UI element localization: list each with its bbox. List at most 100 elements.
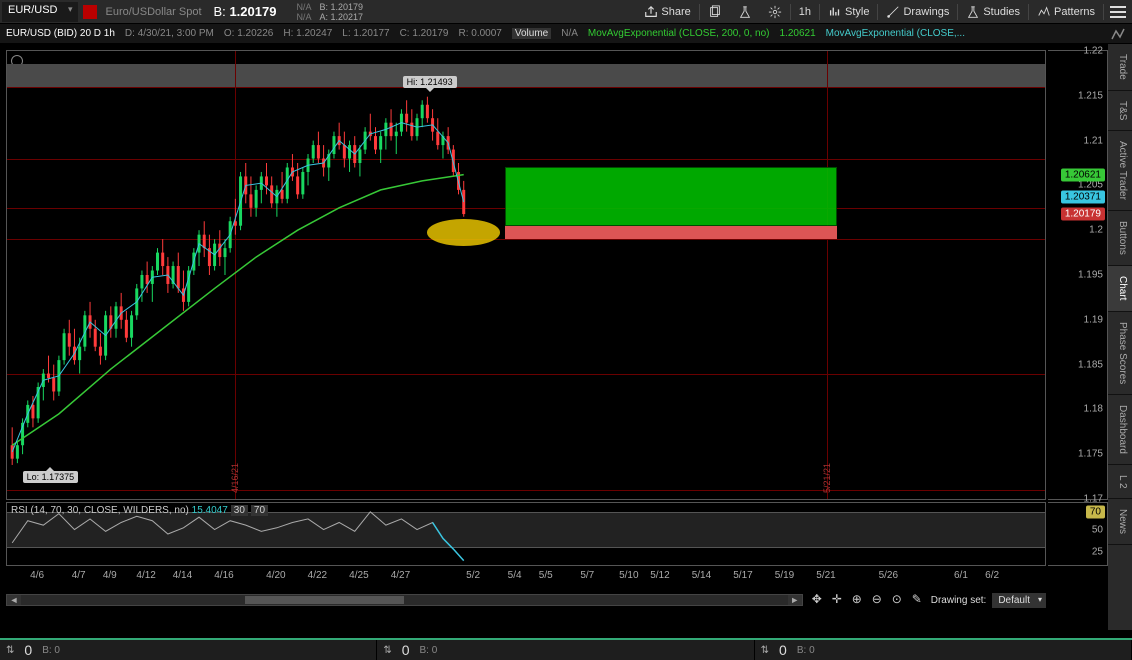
rsi-tick: 70 xyxy=(1086,505,1105,518)
y-tick: 1.175 xyxy=(1078,449,1103,460)
side-tabs: TradeT&SActive TraderButtonsChartPhase S… xyxy=(1108,44,1132,630)
share-button[interactable]: Share xyxy=(636,5,698,19)
side-tab-phase-scores[interactable]: Phase Scores xyxy=(1108,312,1132,395)
footer-panel-3: ⇅ 0 B: 0 xyxy=(755,640,1132,660)
info-date: D: 4/30/21, 3:00 PM xyxy=(125,28,214,39)
side-tab-active-trader[interactable]: Active Trader xyxy=(1108,131,1132,211)
drawings-button[interactable]: Drawings xyxy=(878,5,957,19)
side-tab-dashboard[interactable]: Dashboard xyxy=(1108,395,1132,465)
symbol-description: Euro/USDollar Spot xyxy=(106,6,202,18)
info-open: O: 1.20226 xyxy=(224,28,273,39)
clipboard-icon[interactable] xyxy=(700,5,730,19)
low-label: Lo: 1.17375 xyxy=(23,471,79,483)
rsi-panel[interactable]: RSI (14, 70, 30, CLOSE, WILDERS, no) 15.… xyxy=(6,502,1046,566)
x-tick: 4/12 xyxy=(136,570,155,581)
side-tab-chart[interactable]: Chart xyxy=(1108,266,1132,311)
info-close: C: 1.20179 xyxy=(400,28,449,39)
pan-icon[interactable]: ✥ xyxy=(809,592,825,608)
na-2: N/A xyxy=(296,12,311,22)
x-tick: 5/4 xyxy=(508,570,522,581)
y-tick: 1.205 xyxy=(1078,180,1103,191)
side-tab-news[interactable]: News xyxy=(1108,499,1132,545)
studies-button[interactable]: Studies xyxy=(958,5,1028,19)
side-tab-t&s[interactable]: T&S xyxy=(1108,91,1132,131)
side-tab-trade[interactable]: Trade xyxy=(1108,44,1132,91)
x-tick: 4/7 xyxy=(72,570,86,581)
side-tab-buttons[interactable]: Buttons xyxy=(1108,211,1132,266)
price-label: 1.20621 xyxy=(1061,168,1105,181)
y-tick: 1.22 xyxy=(1084,46,1103,57)
rsi-tick: 25 xyxy=(1092,546,1103,557)
patterns-button[interactable]: Patterns xyxy=(1029,5,1103,19)
x-tick: 5/5 xyxy=(539,570,553,581)
x-tick: 4/20 xyxy=(266,570,285,581)
x-tick: 5/19 xyxy=(775,570,794,581)
x-tick: 4/27 xyxy=(391,570,410,581)
x-tick: 4/6 xyxy=(30,570,44,581)
na-1: N/A xyxy=(296,2,311,12)
x-tick: 6/2 xyxy=(985,570,999,581)
side-tab-l-2[interactable]: L 2 xyxy=(1108,465,1132,500)
pencil-icon[interactable]: ✎ xyxy=(909,592,925,608)
x-tick: 5/2 xyxy=(466,570,480,581)
info-volume-na: N/A xyxy=(561,28,578,39)
footer: ⇅ 0 B: 0 ⇅ 0 B: 0 ⇅ 0 B: 0 xyxy=(0,638,1132,660)
footer-bid-1: B: 0 xyxy=(42,645,60,656)
zoom-out-icon[interactable]: ⊖ xyxy=(869,592,885,608)
price-label: 1.20179 xyxy=(1061,208,1105,221)
link-color-icon[interactable] xyxy=(83,5,97,19)
info-low: L: 1.20177 xyxy=(342,28,389,39)
footer-zero-2: 0 xyxy=(402,642,410,658)
footer-arrows-icon-2[interactable]: ⇅ xyxy=(383,645,391,656)
info-high: H: 1.20247 xyxy=(283,28,332,39)
info-range: R: 0.0007 xyxy=(459,28,502,39)
rsi-label: RSI (14, 70, 30, CLOSE, WILDERS, no) 15.… xyxy=(11,505,268,516)
info-symbol: EUR/USD (BID) 20 D 1h xyxy=(6,28,115,39)
drawing-set-select[interactable]: Default xyxy=(992,593,1046,608)
y-tick: 1.19 xyxy=(1084,314,1103,325)
x-tick: 5/17 xyxy=(733,570,752,581)
footer-bid-3: B: 0 xyxy=(797,645,815,656)
drawing-set-label: Drawing set: xyxy=(931,595,987,606)
time-axis[interactable]: 4/64/74/94/124/144/164/204/224/254/275/2… xyxy=(6,570,1046,588)
price-label: 1.20371 xyxy=(1061,190,1105,203)
scroll-right-arrow[interactable]: ► xyxy=(788,595,802,605)
x-tick: 5/7 xyxy=(580,570,594,581)
main-chart[interactable]: 4/16/215/21/21Hi: 1.21493Lo: 1.17375 xyxy=(6,50,1046,500)
info-ema1: MovAvgExponential (CLOSE, 200, 0, no) xyxy=(588,28,770,39)
high-label: Hi: 1.21493 xyxy=(403,76,457,88)
chart-infobar: EUR/USD (BID) 20 D 1h D: 4/30/21, 3:00 P… xyxy=(0,24,1132,44)
x-tick: 4/22 xyxy=(308,570,327,581)
x-tick: 4/9 xyxy=(103,570,117,581)
bid-display: B: 1.20179 xyxy=(214,4,277,19)
crosshair-icon[interactable]: ✛ xyxy=(829,592,845,608)
price-axis[interactable]: 1.171.1751.181.1851.191.1951.21.2051.211… xyxy=(1048,50,1108,500)
symbol-select[interactable]: EUR/USD xyxy=(2,2,78,22)
footer-arrows-icon-3[interactable]: ⇅ xyxy=(761,645,769,656)
rsi-axis[interactable]: 255070 xyxy=(1048,502,1108,566)
zoom-in-icon[interactable]: ⊕ xyxy=(849,592,865,608)
y-tick: 1.185 xyxy=(1078,359,1103,370)
scroll-left-arrow[interactable]: ◄ xyxy=(7,595,21,605)
info-ema1-val: 1.20621 xyxy=(780,28,816,39)
h-scrollbar[interactable]: ◄ ► xyxy=(6,594,803,606)
footer-arrows-icon[interactable]: ⇅ xyxy=(6,645,14,656)
timeframe-select[interactable]: 1h xyxy=(791,6,819,18)
menu-icon[interactable] xyxy=(1110,6,1126,18)
footer-bid-2: B: 0 xyxy=(420,645,438,656)
footer-zero-3: 0 xyxy=(779,642,787,658)
info-ema2: MovAvgExponential (CLOSE,... xyxy=(826,28,965,39)
x-tick: 4/16 xyxy=(214,570,233,581)
y-tick: 1.195 xyxy=(1078,270,1103,281)
info-volume-label: Volume xyxy=(512,28,551,39)
small-bid: B: 1.20179 xyxy=(319,2,363,12)
y-tick: 1.215 xyxy=(1078,90,1103,101)
x-tick: 5/12 xyxy=(650,570,669,581)
style-button[interactable]: Style xyxy=(820,5,877,19)
flask-icon[interactable] xyxy=(730,5,760,19)
y-tick: 1.18 xyxy=(1084,404,1103,415)
gear-icon[interactable] xyxy=(760,5,790,19)
zoom-reset-icon[interactable]: ⊙ xyxy=(889,592,905,608)
scroll-thumb[interactable] xyxy=(245,596,404,604)
collapse-icon[interactable] xyxy=(1110,27,1126,41)
